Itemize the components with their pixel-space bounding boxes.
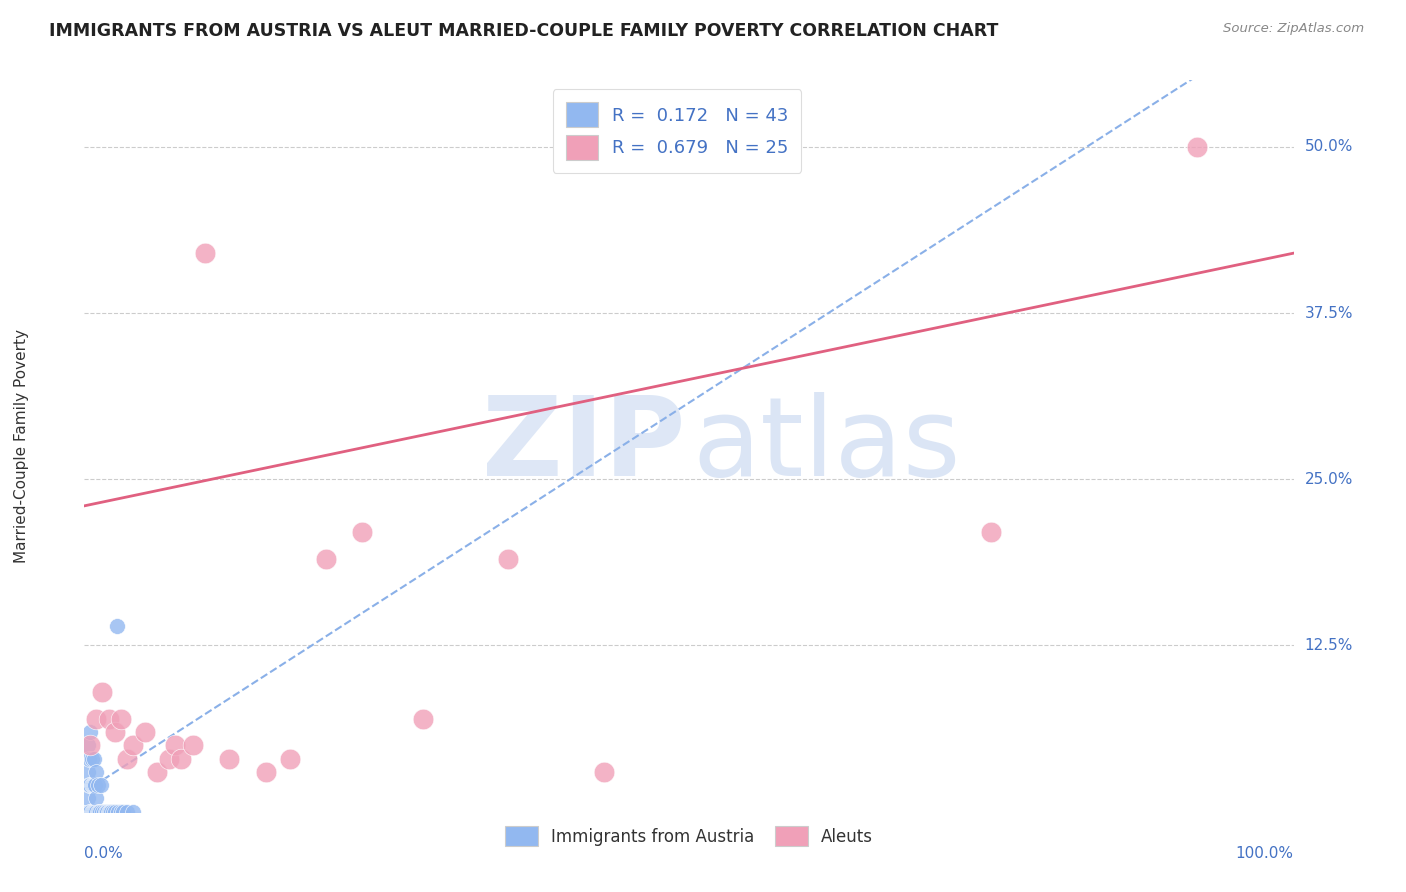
Point (77, 805, 100, 819)
Point (91, 685, 114, 699)
Point (87, 805, 110, 819)
Point (146, 764, 169, 779)
Point (83, 805, 105, 819)
Point (89, 805, 111, 819)
Point (83, 751, 105, 765)
Point (194, 246, 217, 260)
Point (76, 805, 98, 819)
Point (112, 805, 135, 819)
Point (104, 805, 127, 819)
Point (134, 725, 156, 739)
Point (80, 805, 103, 819)
Point (79, 725, 101, 739)
Point (593, 764, 616, 779)
Point (315, 552, 337, 566)
Text: ZIP: ZIP (482, 392, 685, 500)
Point (496, 552, 519, 566)
Point (96, 805, 118, 819)
Point (170, 751, 193, 765)
Point (93, 805, 115, 819)
Point (104, 725, 127, 739)
Point (254, 764, 277, 779)
Point (77, 751, 100, 765)
Point (86, 805, 108, 819)
Text: 0.0%: 0.0% (84, 847, 124, 862)
Point (121, 805, 143, 819)
Point (100, 805, 122, 819)
Point (157, 751, 180, 765)
Point (86, 712, 108, 726)
Point (77, 738, 100, 752)
Point (278, 751, 301, 765)
Point (97, 712, 120, 726)
Point (77, 791, 100, 805)
Text: 100.0%: 100.0% (1236, 847, 1294, 862)
Point (115, 805, 138, 819)
Point (91, 805, 114, 819)
Text: 25.0%: 25.0% (1305, 472, 1353, 487)
Point (115, 751, 138, 765)
Point (980, 525, 1002, 540)
Point (84, 805, 107, 819)
Legend: Immigrants from Austria, Aleuts: Immigrants from Austria, Aleuts (496, 818, 882, 855)
Point (110, 805, 132, 819)
Text: IMMIGRANTS FROM AUSTRIA VS ALEUT MARRIED-COUPLE FAMILY POVERTY CORRELATION CHART: IMMIGRANTS FROM AUSTRIA VS ALEUT MARRIED… (49, 22, 998, 40)
Point (79, 778, 101, 792)
Point (107, 805, 129, 819)
Point (181, 738, 204, 752)
Point (83, 778, 105, 792)
Text: 50.0%: 50.0% (1305, 139, 1353, 154)
Point (80, 778, 103, 792)
Point (165, 738, 187, 752)
Point (84, 778, 107, 792)
Point (94, 805, 117, 819)
Text: atlas: atlas (693, 392, 962, 500)
Point (77, 764, 100, 779)
Point (98, 805, 121, 819)
Point (86, 778, 108, 792)
Point (412, 712, 434, 726)
Text: Married-Couple Family Poverty: Married-Couple Family Poverty (14, 329, 30, 563)
Point (105, 618, 128, 632)
Point (79, 738, 101, 752)
Point (1185, 140, 1208, 154)
Text: 12.5%: 12.5% (1305, 638, 1353, 653)
Point (80, 751, 103, 765)
Point (90, 778, 112, 792)
Text: 37.5%: 37.5% (1305, 306, 1353, 320)
Point (103, 805, 125, 819)
Text: Source: ZipAtlas.com: Source: ZipAtlas.com (1223, 22, 1364, 36)
Point (121, 738, 143, 752)
Point (97, 805, 120, 819)
Point (218, 751, 240, 765)
Point (77, 778, 100, 792)
Point (86, 805, 108, 819)
Point (82, 805, 104, 819)
Point (86, 764, 108, 779)
Point (110, 712, 132, 726)
Point (352, 525, 374, 540)
Point (86, 791, 108, 805)
Point (79, 805, 101, 819)
Point (82, 778, 104, 792)
